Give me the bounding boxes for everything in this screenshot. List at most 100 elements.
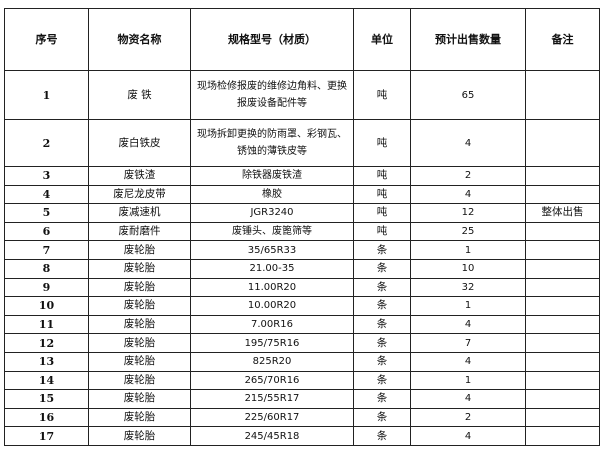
table-row: 4 废尼龙皮带 橡胶吨 4: [4, 184, 600, 205]
note-cell: [525, 426, 600, 446]
unit-cell: 条: [353, 389, 411, 409]
table-row: 6 废耐磨件 废锤头、废篦筛等吨 25: [4, 221, 600, 242]
header-name: 物资名称: [88, 8, 191, 71]
note-cell: [525, 240, 600, 260]
table-row: 7 废轮胎 35/65R33 条 1: [4, 240, 600, 260]
name-cell: 废轮胎: [88, 333, 191, 353]
name-cell: 废铁渣: [88, 166, 191, 186]
note-cell: [525, 258, 600, 279]
unit-cell: 吨: [353, 166, 411, 186]
table-row: 2 废白铁皮 现场拆卸更换的防雨罩、彩钢瓦、锈蚀的薄铁皮等吨 4: [4, 119, 600, 167]
name-cell: 废轮胎: [88, 407, 191, 428]
note-cell: [525, 407, 600, 428]
quantity-cell: 7: [410, 333, 526, 353]
table-row: 11 废轮胎 7.00R16 条 4: [4, 314, 600, 335]
name-cell: 废轮胎: [88, 351, 191, 372]
spec-cell: 35/65R33: [190, 240, 354, 260]
index-cell: 9: [4, 277, 89, 298]
header-index: 序号: [4, 8, 89, 71]
index-cell: 4: [4, 184, 89, 205]
unit-cell: 吨: [353, 119, 411, 167]
note-cell: [525, 296, 600, 316]
header-note: 备注: [525, 8, 600, 71]
index-cell: 2: [4, 119, 89, 167]
spec-cell: 废锤头、废篦筛等: [190, 221, 354, 242]
note-cell: [525, 221, 600, 242]
name-cell: 废轮胎: [88, 240, 191, 260]
index-cell: 16: [4, 407, 89, 428]
index-cell: 14: [4, 370, 89, 391]
index-cell: 5: [4, 203, 89, 223]
name-cell: 废耐磨件: [88, 221, 191, 242]
name-cell: 废轮胎: [88, 258, 191, 279]
spec-cell: 21.00-35: [190, 258, 354, 279]
note-cell: [525, 166, 600, 186]
index-cell: 8: [4, 258, 89, 279]
unit-cell: 条: [353, 426, 411, 446]
index-cell: 7: [4, 240, 89, 260]
header-spec: 规格型号（材质）: [190, 8, 354, 71]
table-row: 9 废轮胎 11.00R20 条 32: [4, 277, 600, 298]
spec-cell: 7.00R16: [190, 314, 354, 335]
spec-cell: 265/70R16: [190, 370, 354, 391]
unit-cell: 条: [353, 314, 411, 335]
note-cell: [525, 333, 600, 353]
spec-cell: 10.00R20: [190, 296, 354, 316]
unit-cell: 条: [353, 296, 411, 316]
index-cell: 17: [4, 426, 89, 446]
quantity-cell: 2: [410, 407, 526, 428]
quantity-cell: 1: [410, 296, 526, 316]
table-row: 16 废轮胎 225/60R17 条 2: [4, 407, 600, 428]
note-cell: [525, 70, 600, 120]
name-cell: 废白铁皮: [88, 119, 191, 167]
table-row: 3 废铁渣 除铁器废铁渣吨 2: [4, 166, 600, 186]
quantity-cell: 1: [410, 240, 526, 260]
unit-cell: 条: [353, 407, 411, 428]
spec-cell: 除铁器废铁渣: [190, 166, 354, 186]
header-quantity: 预计出售数量: [410, 8, 526, 71]
spec-cell: 245/45R18: [190, 426, 354, 446]
note-cell: [525, 314, 600, 335]
note-cell: [525, 351, 600, 372]
note-cell: [525, 370, 600, 391]
spec-cell: 现场拆卸更换的防雨罩、彩钢瓦、锈蚀的薄铁皮等: [190, 119, 354, 167]
note-cell: [525, 184, 600, 205]
table-row: 14 废轮胎 265/70R16 条 1: [4, 370, 600, 391]
index-cell: 11: [4, 314, 89, 335]
spec-cell: 195/75R16: [190, 333, 354, 353]
index-cell: 15: [4, 389, 89, 409]
name-cell: 废 铁: [88, 70, 191, 120]
spec-cell: 橡胶: [190, 184, 354, 205]
unit-cell: 吨: [353, 221, 411, 242]
table-row: 12 废轮胎 195/75R16 条 7: [4, 333, 600, 353]
quantity-cell: 32: [410, 277, 526, 298]
index-cell: 1: [4, 70, 89, 120]
name-cell: 废轮胎: [88, 314, 191, 335]
table-row: 5 废减速机 JGR3240 吨 12 整体出售: [4, 203, 600, 223]
quantity-cell: 12: [410, 203, 526, 223]
spec-cell: JGR3240: [190, 203, 354, 223]
index-cell: 6: [4, 221, 89, 242]
name-cell: 废轮胎: [88, 389, 191, 409]
quantity-cell: 4: [410, 389, 526, 409]
quantity-cell: 4: [410, 351, 526, 372]
note-cell: 整体出售: [525, 203, 600, 223]
name-cell: 废减速机: [88, 203, 191, 223]
spec-cell: 11.00R20: [190, 277, 354, 298]
name-cell: 废轮胎: [88, 370, 191, 391]
unit-cell: 吨: [353, 70, 411, 120]
quantity-cell: 4: [410, 184, 526, 205]
note-cell: [525, 389, 600, 409]
quantity-cell: 1: [410, 370, 526, 391]
index-cell: 12: [4, 333, 89, 353]
note-cell: [525, 119, 600, 167]
unit-cell: 条: [353, 258, 411, 279]
table-row: 13 废轮胎 825R20 条 4: [4, 351, 600, 372]
quantity-cell: 65: [410, 70, 526, 120]
unit-cell: 吨: [353, 203, 411, 223]
header-row: 序号 物资名称 规格型号（材质） 单位 预计出售数量 备注: [4, 8, 600, 71]
name-cell: 废轮胎: [88, 296, 191, 316]
table-row: 8 废轮胎 21.00-35 条 10: [4, 258, 600, 279]
